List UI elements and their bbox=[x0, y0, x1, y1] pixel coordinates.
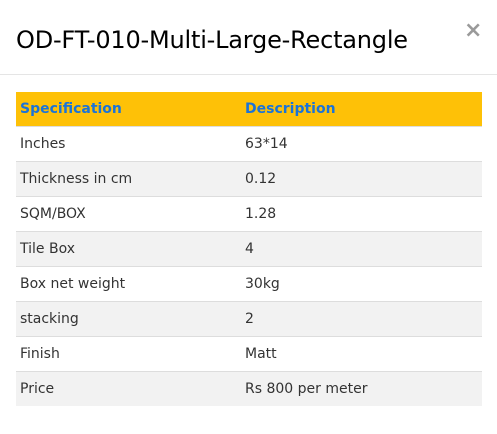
column-header-description: Description bbox=[245, 100, 336, 117]
specification-table: Specification Description Inches 63*14 T… bbox=[16, 92, 482, 406]
description-cell: 30kg bbox=[241, 265, 482, 301]
spec-cell: Thickness in cm bbox=[16, 160, 241, 196]
column-header-specification: Specification bbox=[20, 100, 122, 117]
description-cell: 0.12 bbox=[241, 160, 482, 196]
description-cell: 2 bbox=[241, 300, 482, 336]
spec-cell: Box net weight bbox=[16, 265, 241, 301]
modal-title: OD-FT-010-Multi-Large-Rectangle bbox=[16, 26, 408, 54]
table-row: Inches 63*14 bbox=[16, 125, 482, 161]
spec-cell: Inches bbox=[16, 125, 241, 161]
table-row: stacking 2 bbox=[16, 300, 482, 336]
spec-cell: stacking bbox=[16, 300, 241, 336]
modal-header: OD-FT-010-Multi-Large-Rectangle × bbox=[0, 0, 497, 75]
description-cell: Matt bbox=[241, 335, 482, 371]
table-header: Specification Description bbox=[16, 92, 482, 126]
table-row: Thickness in cm 0.12 bbox=[16, 160, 482, 196]
spec-cell: SQM/BOX bbox=[16, 195, 241, 231]
table-row: Price Rs 800 per meter bbox=[16, 370, 482, 406]
spec-cell: Finish bbox=[16, 335, 241, 371]
table-row: Box net weight 30kg bbox=[16, 265, 482, 301]
spec-cell: Price bbox=[16, 370, 241, 406]
table-body: Inches 63*14 Thickness in cm 0.12 SQM/BO… bbox=[16, 125, 482, 406]
table-row: Finish Matt bbox=[16, 335, 482, 371]
table-row: SQM/BOX 1.28 bbox=[16, 195, 482, 231]
table-header-row: Specification Description bbox=[16, 92, 482, 126]
table-row: Tile Box 4 bbox=[16, 230, 482, 266]
modal-body: Specification Description Inches 63*14 T… bbox=[16, 92, 482, 406]
description-cell: 1.28 bbox=[241, 195, 482, 231]
description-cell: 4 bbox=[241, 230, 482, 266]
close-button[interactable]: × bbox=[464, 18, 483, 43]
description-cell: Rs 800 per meter bbox=[241, 370, 482, 406]
spec-cell: Tile Box bbox=[16, 230, 241, 266]
description-cell: 63*14 bbox=[241, 125, 482, 161]
